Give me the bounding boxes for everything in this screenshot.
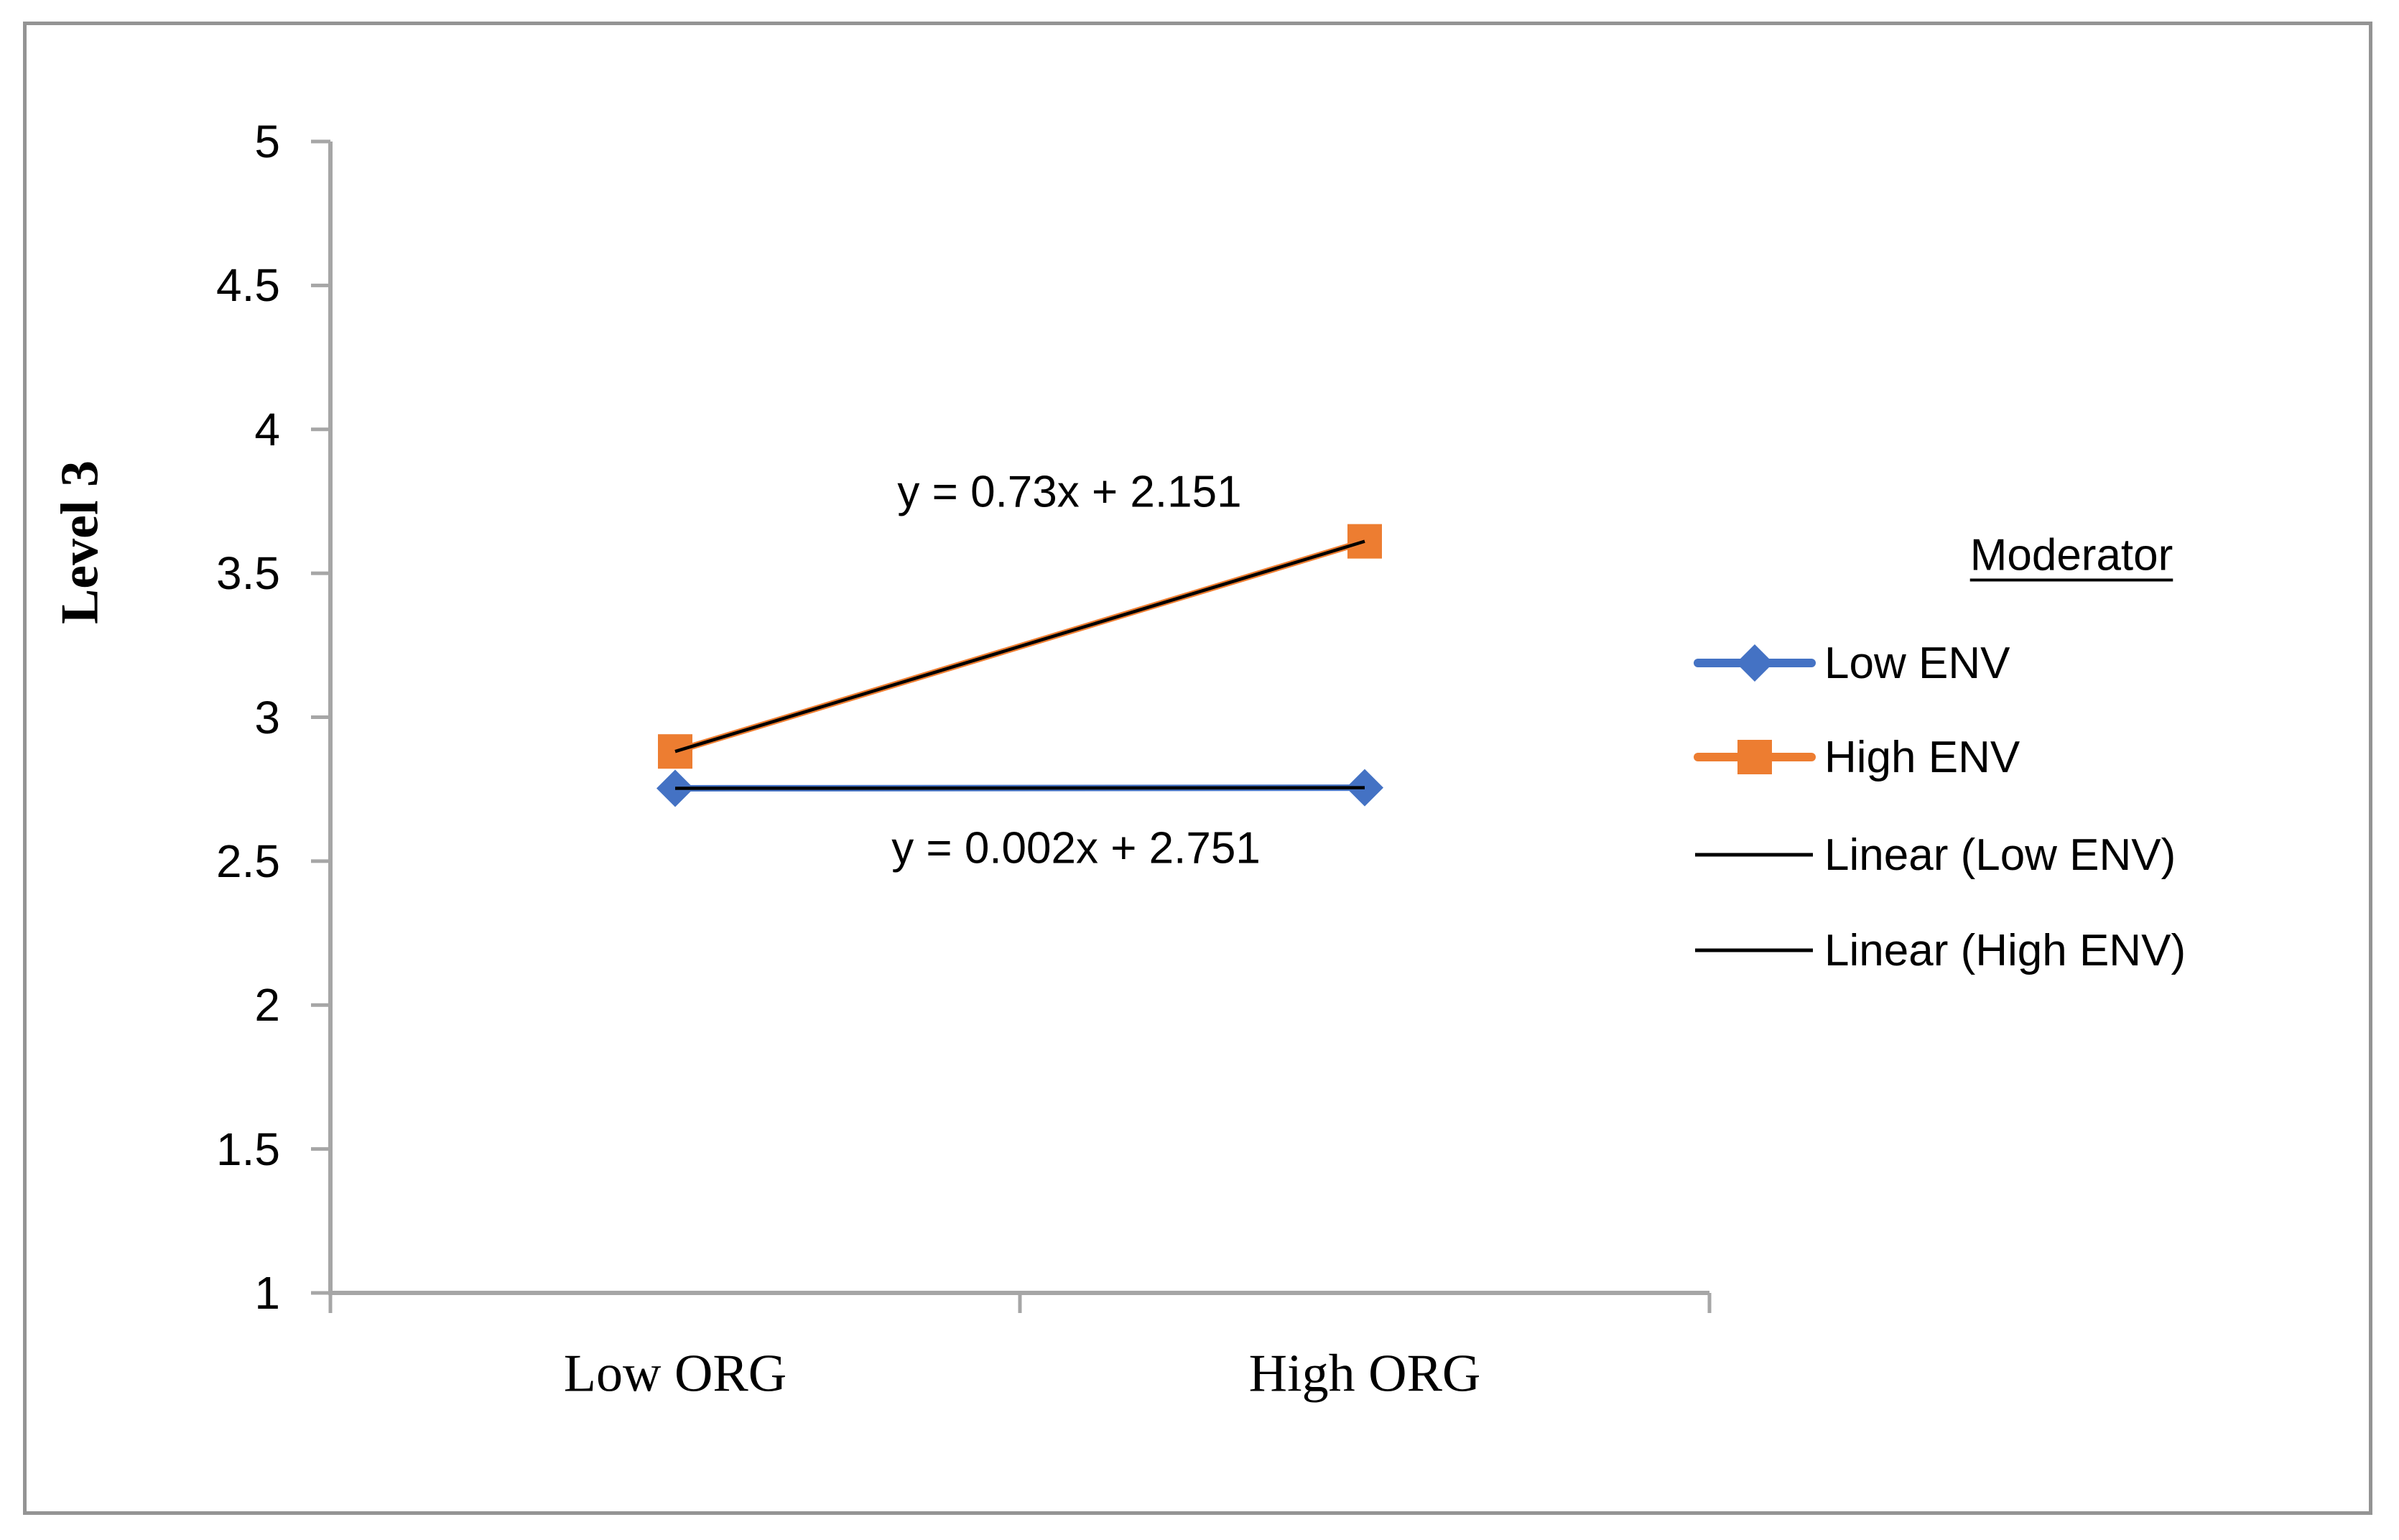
y-tick-label-4.5: 4.5 <box>216 259 280 312</box>
legend-title: Moderator <box>1969 530 2173 580</box>
legend-label-high-env: High ENV <box>1824 732 2020 782</box>
trendline-equation-low-env: y = 0.002x + 2.751 <box>891 823 1261 873</box>
y-tick-label-3.5: 3.5 <box>216 547 280 600</box>
y-tick-label-3: 3 <box>254 691 280 743</box>
legend-item-linear-low-env: Linear (Low ENV) <box>1694 820 2176 889</box>
x-category-label-low-org: Low ORG <box>563 1344 787 1404</box>
legend-label-linear-high-env: Linear (High ENV) <box>1824 925 2186 975</box>
legend-item-high-env: High ENV <box>1694 723 2020 792</box>
legend-label-linear-low-env: Linear (Low ENV) <box>1824 830 2176 880</box>
y-tick-label-4: 4 <box>254 403 280 455</box>
y-tick-label-1: 1 <box>254 1267 280 1319</box>
y-tick-label-1.5: 1.5 <box>216 1123 280 1175</box>
high-env-legend-marker-icon <box>1694 740 1816 774</box>
y-tick-label-5: 5 <box>254 116 280 167</box>
trendline-equation-high-env: y = 0.73x + 2.151 <box>897 467 1242 517</box>
trendline-low-env <box>674 786 1365 790</box>
chart-border <box>23 22 2372 1515</box>
linear-low-env-legend-marker-icon <box>1695 853 1813 857</box>
legend-label-low-env: Low ENV <box>1824 638 2010 688</box>
trendline-high-env <box>674 539 1365 753</box>
y-tick-label-2: 2 <box>254 979 280 1031</box>
legend-item-linear-high-env: Linear (High ENV) <box>1694 916 2186 985</box>
y-tick-label-2.5: 2.5 <box>216 835 280 887</box>
linear-high-env-legend-marker-icon <box>1695 948 1813 952</box>
x-category-label-high-org: High ORG <box>1248 1344 1481 1404</box>
legend-item-low-env: Low ENV <box>1694 628 2010 697</box>
low-env-legend-marker-icon <box>1694 644 1816 682</box>
y-axis-title: Level 3 <box>50 460 110 625</box>
